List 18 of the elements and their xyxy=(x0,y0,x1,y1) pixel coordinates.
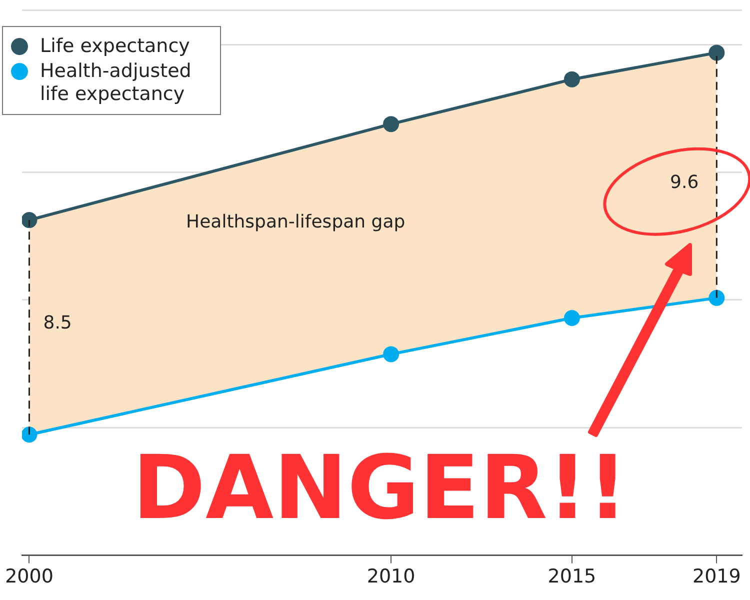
point xyxy=(564,71,580,88)
point xyxy=(22,212,38,228)
annotation: DANGER!! xyxy=(132,436,628,539)
point xyxy=(564,310,580,326)
point xyxy=(708,290,725,306)
annotation: Healthspan-lifespan gap xyxy=(186,211,406,232)
point xyxy=(383,116,400,132)
point xyxy=(22,426,38,443)
annotation: 9.6 xyxy=(670,172,699,194)
annotation: 8.5 xyxy=(43,312,72,334)
x-tick-label: 2000 xyxy=(5,566,54,588)
x-tick-label: 2015 xyxy=(548,566,596,588)
legend-label: Life expectancy xyxy=(40,35,191,58)
point xyxy=(383,346,400,362)
x-tick-label: 2010 xyxy=(366,566,416,588)
point xyxy=(708,44,725,61)
x-tick-label: 2019 xyxy=(692,566,741,588)
legend-label: Health-adjusted life expectancy xyxy=(40,60,192,106)
